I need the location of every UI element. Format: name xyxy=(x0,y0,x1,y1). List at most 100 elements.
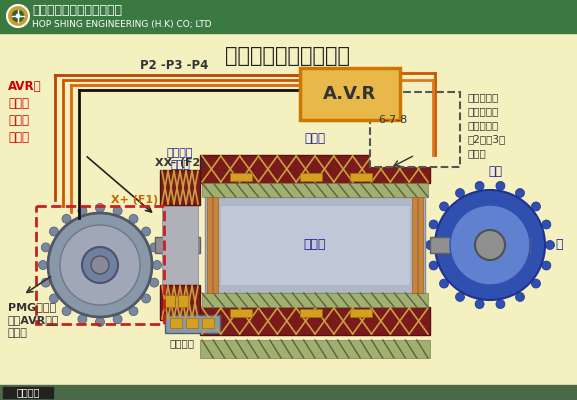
Bar xyxy=(155,237,200,253)
Circle shape xyxy=(48,213,152,317)
Circle shape xyxy=(82,247,118,283)
Circle shape xyxy=(440,202,448,211)
Circle shape xyxy=(425,240,434,250)
Circle shape xyxy=(455,188,464,198)
Circle shape xyxy=(531,202,541,211)
Circle shape xyxy=(91,256,109,274)
Circle shape xyxy=(149,243,159,252)
Bar xyxy=(202,183,428,197)
Bar xyxy=(220,205,410,285)
Circle shape xyxy=(62,214,71,223)
Bar xyxy=(165,295,175,307)
Circle shape xyxy=(542,220,551,229)
Bar xyxy=(430,237,530,253)
Bar xyxy=(300,68,400,120)
Bar xyxy=(202,293,428,307)
Text: 合成工程（香港）有限公司: 合成工程（香港）有限公司 xyxy=(32,4,122,18)
Circle shape xyxy=(11,9,25,23)
Bar xyxy=(205,197,425,293)
Bar xyxy=(230,173,252,181)
Text: 6-7-8: 6-7-8 xyxy=(378,115,407,125)
Text: 内部培训: 内部培训 xyxy=(16,387,40,397)
Circle shape xyxy=(141,294,151,303)
Circle shape xyxy=(475,230,505,260)
Bar xyxy=(200,307,430,335)
Bar xyxy=(3,387,53,398)
Text: XX- (F2): XX- (F2) xyxy=(155,158,205,168)
Circle shape xyxy=(78,206,87,215)
Bar xyxy=(200,340,430,358)
Circle shape xyxy=(42,243,50,252)
Bar xyxy=(0,385,577,400)
Circle shape xyxy=(475,300,484,308)
Text: A.V.R: A.V.R xyxy=(323,85,377,103)
Text: 从主定子来
的交流电源
和传感信号
（2相或3相
感应）: 从主定子来 的交流电源 和传感信号 （2相或3相 感应） xyxy=(468,92,506,158)
Circle shape xyxy=(152,260,162,270)
Circle shape xyxy=(42,278,50,287)
Bar xyxy=(36,206,164,324)
Circle shape xyxy=(450,205,530,285)
Bar xyxy=(370,92,460,167)
Circle shape xyxy=(50,227,58,236)
Text: P2 -P3 -P4: P2 -P3 -P4 xyxy=(140,59,208,72)
Circle shape xyxy=(515,292,524,302)
Circle shape xyxy=(475,182,484,190)
Text: 主定子: 主定子 xyxy=(305,132,325,145)
Bar xyxy=(186,318,198,328)
Text: AVR输
出直流
电给励
磁定子: AVR输 出直流 电给励 磁定子 xyxy=(8,80,42,144)
Bar xyxy=(207,197,212,293)
Circle shape xyxy=(429,220,438,229)
Circle shape xyxy=(129,214,138,223)
Bar xyxy=(202,318,214,328)
Circle shape xyxy=(429,261,438,270)
Circle shape xyxy=(141,227,151,236)
Text: 轴承: 轴承 xyxy=(488,165,502,178)
Text: 整流模块: 整流模块 xyxy=(170,338,195,348)
Bar xyxy=(162,205,198,285)
Bar xyxy=(300,173,322,181)
Circle shape xyxy=(16,14,20,18)
Text: 发电机基本结构和电路: 发电机基本结构和电路 xyxy=(226,46,350,66)
Circle shape xyxy=(50,294,58,303)
Circle shape xyxy=(96,204,104,212)
Bar xyxy=(350,309,372,317)
Bar xyxy=(230,309,252,317)
Circle shape xyxy=(496,182,505,190)
Bar xyxy=(418,197,423,293)
Text: 轴: 轴 xyxy=(555,238,563,252)
Circle shape xyxy=(440,279,448,288)
Circle shape xyxy=(113,206,122,215)
Bar xyxy=(178,295,188,307)
Bar xyxy=(412,197,417,293)
Bar xyxy=(160,285,200,320)
Circle shape xyxy=(39,260,47,270)
Circle shape xyxy=(149,278,159,287)
Bar xyxy=(200,155,430,183)
Circle shape xyxy=(113,315,122,324)
Bar xyxy=(0,0,577,33)
Bar xyxy=(350,173,372,181)
Circle shape xyxy=(545,240,554,250)
Circle shape xyxy=(60,225,140,305)
Bar xyxy=(213,197,218,293)
Circle shape xyxy=(129,307,138,316)
Circle shape xyxy=(78,315,87,324)
Circle shape xyxy=(455,292,464,302)
Circle shape xyxy=(7,5,29,27)
Text: X+ (F1): X+ (F1) xyxy=(111,195,158,205)
Text: HOP SHING ENGINEERING (H.K) CO; LTD: HOP SHING ENGINEERING (H.K) CO; LTD xyxy=(32,20,212,28)
Circle shape xyxy=(531,279,541,288)
Bar xyxy=(165,315,220,333)
Circle shape xyxy=(435,190,545,300)
Circle shape xyxy=(515,188,524,198)
Bar xyxy=(170,318,182,328)
Text: 励磁转子
和定子: 励磁转子 和定子 xyxy=(167,148,193,170)
Circle shape xyxy=(496,300,505,308)
Text: 主转子: 主转子 xyxy=(304,238,326,252)
Circle shape xyxy=(62,307,71,316)
Circle shape xyxy=(96,318,104,326)
Text: PMG提供电
源给AVR（安
装时）: PMG提供电 源给AVR（安 装时） xyxy=(8,302,59,338)
Bar xyxy=(160,170,200,205)
Circle shape xyxy=(542,261,551,270)
Bar xyxy=(300,309,322,317)
